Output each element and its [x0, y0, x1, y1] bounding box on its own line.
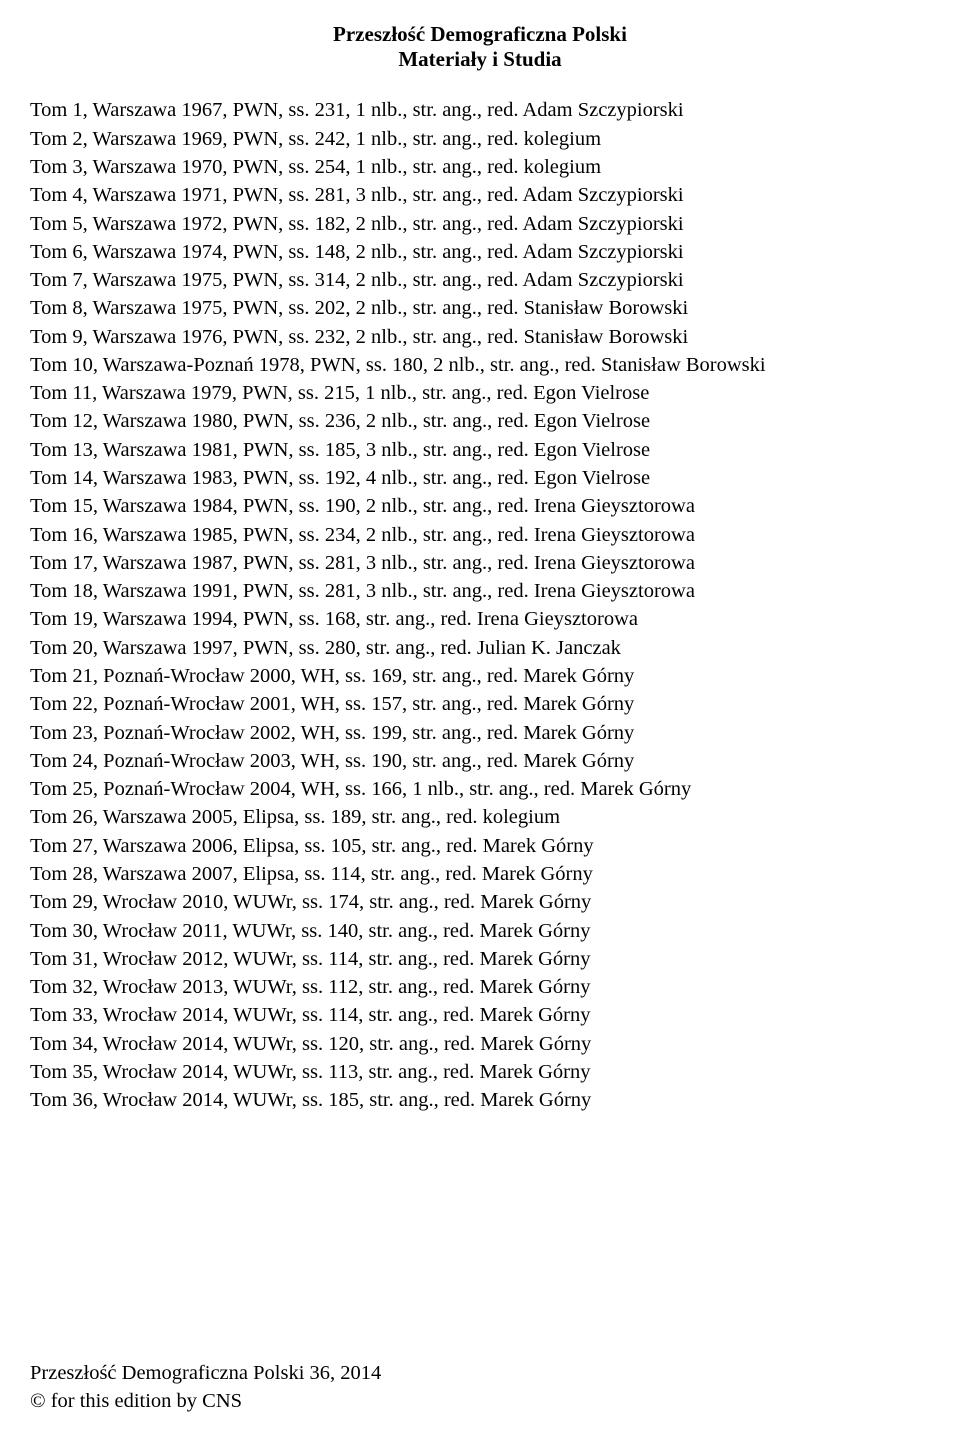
page-footer: Przeszłość Demograficzna Polski 36, 2014…	[30, 1360, 381, 1415]
list-item: Tom 19, Warszawa 1994, PWN, ss. 168, str…	[30, 605, 938, 633]
list-item: Tom 2, Warszawa 1969, PWN, ss. 242, 1 nl…	[30, 125, 938, 153]
entries-list: Tom 1, Warszawa 1967, PWN, ss. 231, 1 nl…	[0, 96, 960, 1114]
list-item: Tom 6, Warszawa 1974, PWN, ss. 148, 2 nl…	[30, 238, 938, 266]
list-item: Tom 35, Wrocław 2014, WUWr, ss. 113, str…	[30, 1058, 938, 1086]
list-item: Tom 36, Wrocław 2014, WUWr, ss. 185, str…	[30, 1086, 938, 1114]
list-item: Tom 26, Warszawa 2005, Elipsa, ss. 189, …	[30, 803, 938, 831]
list-item: Tom 14, Warszawa 1983, PWN, ss. 192, 4 n…	[30, 464, 938, 492]
page-header: Przeszłość Demograficzna Polski Materiał…	[0, 22, 960, 72]
list-item: Tom 34, Wrocław 2014, WUWr, ss. 120, str…	[30, 1030, 938, 1058]
list-item: Tom 10, Warszawa-Poznań 1978, PWN, ss. 1…	[30, 351, 938, 379]
title-line-1: Przeszłość Demograficzna Polski	[0, 22, 960, 47]
list-item: Tom 29, Wrocław 2010, WUWr, ss. 174, str…	[30, 888, 938, 916]
list-item: Tom 7, Warszawa 1975, PWN, ss. 314, 2 nl…	[30, 266, 938, 294]
list-item: Tom 16, Warszawa 1985, PWN, ss. 234, 2 n…	[30, 521, 938, 549]
list-item: Tom 32, Wrocław 2013, WUWr, ss. 112, str…	[30, 973, 938, 1001]
list-item: Tom 27, Warszawa 2006, Elipsa, ss. 105, …	[30, 832, 938, 860]
list-item: Tom 24, Poznań-Wrocław 2003, WH, ss. 190…	[30, 747, 938, 775]
list-item: Tom 31, Wrocław 2012, WUWr, ss. 114, str…	[30, 945, 938, 973]
list-item: Tom 8, Warszawa 1975, PWN, ss. 202, 2 nl…	[30, 294, 938, 322]
list-item: Tom 17, Warszawa 1987, PWN, ss. 281, 3 n…	[30, 549, 938, 577]
list-item: Tom 33, Wrocław 2014, WUWr, ss. 114, str…	[30, 1001, 938, 1029]
list-item: Tom 23, Poznań-Wrocław 2002, WH, ss. 199…	[30, 719, 938, 747]
list-item: Tom 5, Warszawa 1972, PWN, ss. 182, 2 nl…	[30, 210, 938, 238]
list-item: Tom 18, Warszawa 1991, PWN, ss. 281, 3 n…	[30, 577, 938, 605]
footer-line-2: © for this edition by CNS	[30, 1388, 381, 1416]
list-item: Tom 28, Warszawa 2007, Elipsa, ss. 114, …	[30, 860, 938, 888]
list-item: Tom 4, Warszawa 1971, PWN, ss. 281, 3 nl…	[30, 181, 938, 209]
list-item: Tom 11, Warszawa 1979, PWN, ss. 215, 1 n…	[30, 379, 938, 407]
footer-line-1: Przeszłość Demograficzna Polski 36, 2014	[30, 1360, 381, 1388]
list-item: Tom 9, Warszawa 1976, PWN, ss. 232, 2 nl…	[30, 323, 938, 351]
list-item: Tom 15, Warszawa 1984, PWN, ss. 190, 2 n…	[30, 492, 938, 520]
list-item: Tom 3, Warszawa 1970, PWN, ss. 254, 1 nl…	[30, 153, 938, 181]
title-line-2: Materiały i Studia	[0, 47, 960, 72]
list-item: Tom 20, Warszawa 1997, PWN, ss. 280, str…	[30, 634, 938, 662]
list-item: Tom 30, Wrocław 2011, WUWr, ss. 140, str…	[30, 917, 938, 945]
list-item: Tom 12, Warszawa 1980, PWN, ss. 236, 2 n…	[30, 407, 938, 435]
list-item: Tom 1, Warszawa 1967, PWN, ss. 231, 1 nl…	[30, 96, 938, 124]
list-item: Tom 25, Poznań-Wrocław 2004, WH, ss. 166…	[30, 775, 938, 803]
list-item: Tom 22, Poznań-Wrocław 2001, WH, ss. 157…	[30, 690, 938, 718]
list-item: Tom 13, Warszawa 1981, PWN, ss. 185, 3 n…	[30, 436, 938, 464]
list-item: Tom 21, Poznań-Wrocław 2000, WH, ss. 169…	[30, 662, 938, 690]
